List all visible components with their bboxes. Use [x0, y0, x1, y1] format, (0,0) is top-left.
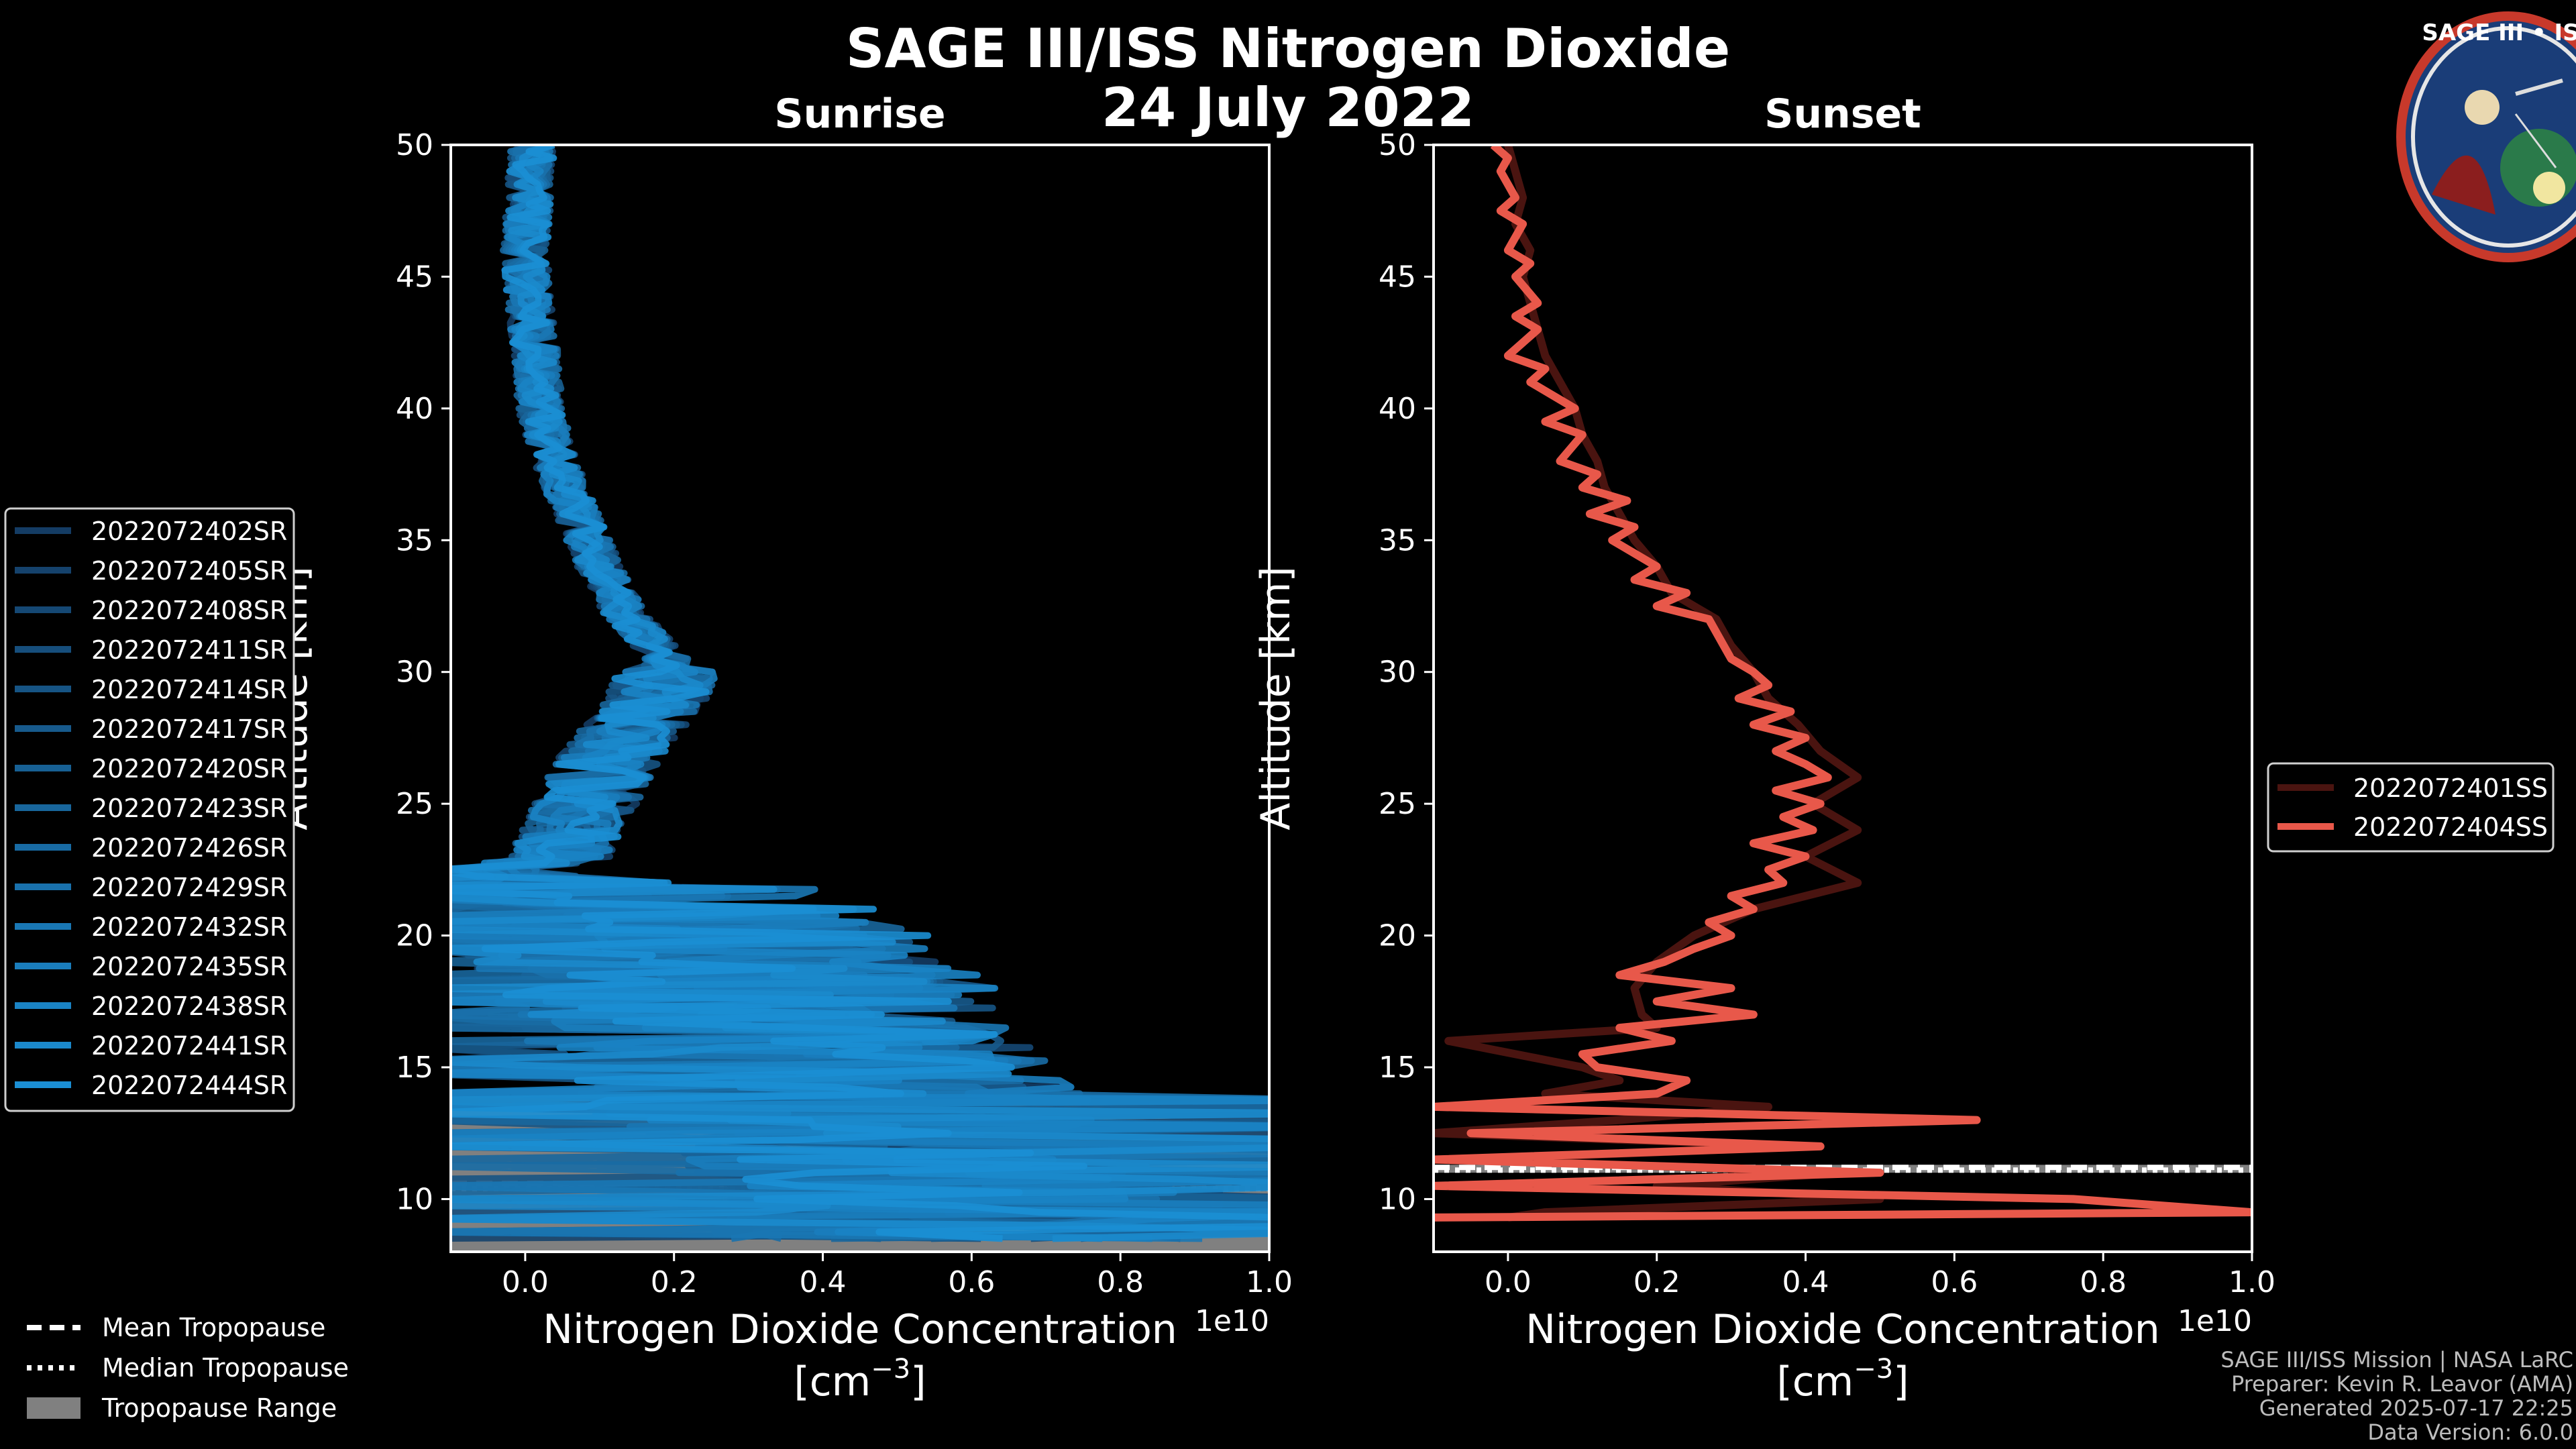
sunset-y-tick-label: 30 [1379, 655, 1416, 690]
sunrise-y-tick-label: 45 [396, 260, 433, 294]
sunset-y-tick-label: 15 [1379, 1051, 1416, 1085]
sunrise-legend-label-2022072402SR: 2022072402SR [91, 517, 287, 546]
sunset-panel: Sunset 0.0 0.2 0.4 0.6 0.8 1.0 10 15 20 25 30 35 40 45… [1252, 91, 2275, 1405]
sunrise-y-tick-label: 25 [396, 787, 433, 821]
sunrise-legend-label-2022072408SR: 2022072408SR [91, 596, 287, 625]
sunrise-x-multiplier: 1e10 [1195, 1304, 1269, 1338]
sunrise-legend-label-2022072411SR: 2022072411SR [91, 635, 287, 665]
sunset-legend-label-2022072404SS: 2022072404SS [2353, 812, 2548, 842]
tropopause-legend: Mean Tropopause Median Tropopause Tropop… [27, 1313, 349, 1423]
sunset-series-2022072404SS [1434, 145, 2252, 1222]
sunrise-y-tick-label: 35 [396, 523, 433, 557]
sunset-panel-title: Sunset [1764, 91, 1921, 138]
footer: SAGE III/ISS Mission | NASA LaRC Prepare… [2220, 1347, 2573, 1445]
sunrise-legend-label-2022072444SR: 2022072444SR [91, 1071, 287, 1100]
sunrise-xlabel-line1: Nitrogen Dioxide Concentration [543, 1306, 1177, 1353]
sunrise-x-tick-label: 0.0 [502, 1265, 549, 1299]
sunset-xlabel-unit: [cm [1776, 1358, 1854, 1405]
sunset-x-tick-label: 0.8 [2080, 1265, 2127, 1299]
sunrise-y-tick-label: 50 [396, 128, 433, 162]
sunrise-xlabel-unit: [cm [794, 1358, 871, 1405]
sunset-y-tick-label: 45 [1379, 260, 1416, 294]
sunrise-legend-label-2022072426SR: 2022072426SR [91, 833, 287, 863]
sunrise-y-tick-label: 15 [396, 1051, 433, 1085]
sunset-legend: 2022072401SS 2022072404SS [2267, 762, 2555, 853]
sunset-xlabel-line2: [cm−3] [1776, 1354, 1909, 1405]
footer-line-generated: Generated 2025-07-17 22:25 [2259, 1395, 2573, 1421]
sunset-x-multiplier: 1e10 [2178, 1304, 2252, 1338]
sunrise-y-tick-label: 40 [396, 392, 433, 426]
sunrise-legend-label-2022072429SR: 2022072429SR [91, 873, 287, 902]
sunset-xlabel-line1: Nitrogen Dioxide Concentration [1525, 1306, 2160, 1353]
sunset-legend-label-2022072401SS: 2022072401SS [2353, 773, 2548, 803]
sunset-plot-area [1434, 145, 2252, 1222]
sunrise-legend-label-2022072438SR: 2022072438SR [91, 991, 287, 1021]
sunrise-x-tick-label: 0.8 [1097, 1265, 1144, 1299]
sunset-x-tick-label: 0.0 [1485, 1265, 1532, 1299]
sunset-y-tick-label: 50 [1379, 128, 1416, 162]
sunrise-legend-label-2022072414SR: 2022072414SR [91, 675, 287, 704]
footer-line-preparer: Preparer: Kevin R. Leavor (AMA) [2231, 1371, 2573, 1397]
sunrise-legend-label-2022072423SR: 2022072423SR [91, 794, 287, 823]
mean-tropopause-label: Mean Tropopause [102, 1313, 325, 1342]
sunrise-x-tick-label: 1.0 [1246, 1265, 1293, 1299]
sunrise-legend-label-2022072417SR: 2022072417SR [91, 714, 287, 744]
sunrise-xlabel-line2: [cm−3] [794, 1354, 926, 1405]
sunset-x-tick-label: 0.6 [1931, 1265, 1978, 1299]
sunrise-legend: 2022072402SR 2022072405SR 2022072408SR 2022… [4, 507, 295, 1112]
sunset-x-tick-label: 0.4 [1782, 1265, 1829, 1299]
figure-title: SAGE III/ISS Nitrogen Dioxide [846, 17, 1730, 80]
sunrise-x-tick-label: 0.2 [651, 1265, 698, 1299]
sunset-xlabel-exponent: −3 [1854, 1354, 1893, 1385]
footer-line-version: Data Version: 6.0.0 [2367, 1419, 2573, 1445]
sunrise-series-2022072432SR [451, 145, 1269, 1242]
sunrise-series-2022072444SR [451, 145, 1269, 1242]
sunset-x-tick-label: 1.0 [2229, 1265, 2275, 1299]
sunrise-plot-area [451, 145, 1269, 1252]
sunrise-xlabel-exponent: −3 [871, 1354, 910, 1385]
sunrise-xlabel-close: ] [910, 1358, 926, 1405]
sunrise-legend-label-2022072405SR: 2022072405SR [91, 556, 287, 586]
sunrise-y-tick-label: 30 [396, 655, 433, 690]
sunset-y-tick-label: 25 [1379, 787, 1416, 821]
sunrise-legend-label-2022072441SR: 2022072441SR [91, 1031, 287, 1061]
figure-date: 24 July 2022 [1102, 76, 1474, 139]
sunset-y-tick-label: 20 [1379, 919, 1416, 953]
sunrise-panel-title: Sunrise [774, 91, 945, 138]
sunset-y-tick-label: 40 [1379, 392, 1416, 426]
sunset-x-tick-label: 0.2 [1633, 1265, 1680, 1299]
median-tropopause-label: Median Tropopause [102, 1353, 349, 1383]
sunset-legend-frame [2267, 762, 2555, 853]
sunset-y-tick-label: 35 [1379, 523, 1416, 557]
tropopause-range-swatch [27, 1397, 80, 1419]
sunset-ylabel: Altitude [km] [1252, 566, 1299, 830]
sunset-xlabel-close: ] [1893, 1358, 1909, 1405]
sunset-axes-frame [1432, 144, 2253, 1253]
sunrise-legend-label-2022072435SR: 2022072435SR [91, 952, 287, 981]
sunrise-legend-frame [4, 507, 295, 1112]
footer-line-mission: SAGE III/ISS Mission | NASA LaRC [2220, 1347, 2573, 1373]
sunrise-axes-frame [449, 144, 1271, 1253]
sunrise-x-tick-label: 0.4 [800, 1265, 847, 1299]
sage-iii-iss-logo: SAGE III • ISS [2396, 11, 2576, 262]
sunrise-legend-label-2022072432SR: 2022072432SR [91, 912, 287, 942]
tropopause-range-label: Tropopause Range [101, 1393, 337, 1423]
logo-text: SAGE III • ISS [2422, 19, 2576, 46]
sunset-y-tick-label: 10 [1379, 1182, 1416, 1216]
sunrise-legend-label-2022072420SR: 2022072420SR [91, 754, 287, 784]
sunrise-x-tick-label: 0.6 [948, 1265, 995, 1299]
sunrise-panel: Sunrise 0.0 0.2 0.4 0.6 0.8 1.0 10 15 20 25 30 35 40 4… [270, 91, 1293, 1405]
sunrise-y-tick-label: 20 [396, 919, 433, 953]
sunrise-y-tick-label: 10 [396, 1182, 433, 1216]
sunset-series-2022072401SS [1434, 145, 1884, 1222]
